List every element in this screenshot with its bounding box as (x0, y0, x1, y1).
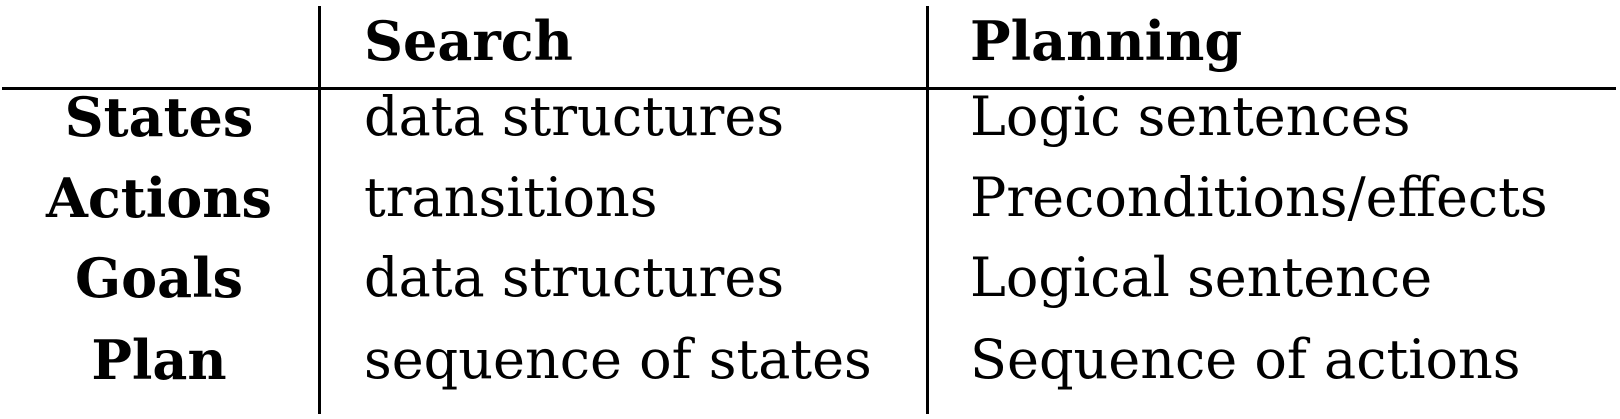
cell-states-planning: Logic sentences (970, 85, 1411, 148)
cell-plan-search: sequence of states (364, 328, 872, 391)
cell-plan-planning: Sequence of actions (970, 328, 1521, 391)
cell-goals-planning: Logical sentence (970, 246, 1433, 309)
row-label-goals: Goals (74, 246, 244, 310)
column-header-search: Search (364, 9, 573, 73)
column-header-planning: Planning (970, 9, 1243, 73)
cell-actions-planning: Preconditions/effects (970, 166, 1548, 229)
column-divider-2 (926, 6, 929, 414)
row-label-actions: Actions (46, 166, 272, 230)
cell-states-search: data structures (364, 85, 785, 148)
cell-goals-search: data structures (364, 246, 785, 309)
column-divider-1 (318, 6, 321, 414)
cell-actions-search: transitions (364, 166, 658, 229)
row-label-plan: Plan (91, 328, 227, 392)
row-label-states: States (64, 85, 254, 149)
header-divider (2, 87, 1616, 90)
